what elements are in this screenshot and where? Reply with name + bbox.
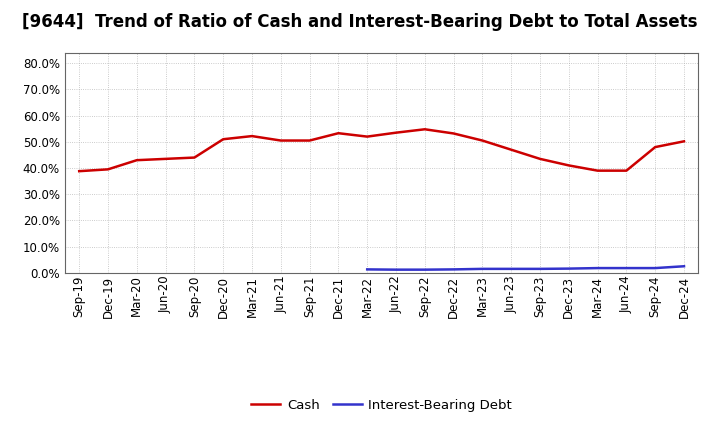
Cash (651, 144, 660, 150)
Interest-Bearing Debt (392, 267, 400, 272)
Cash (104, 167, 112, 172)
Interest-Bearing Debt (507, 266, 516, 271)
Cash (478, 138, 487, 143)
Line: Interest-Bearing Debt: Interest-Bearing Debt (367, 266, 684, 270)
Cash (161, 156, 170, 161)
Text: [9644]  Trend of Ratio of Cash and Interest-Bearing Debt to Total Assets: [9644] Trend of Ratio of Cash and Intere… (22, 13, 698, 31)
Cash (248, 133, 256, 139)
Cash (219, 136, 228, 142)
Interest-Bearing Debt (363, 267, 372, 272)
Cash (305, 138, 314, 143)
Cash (536, 156, 544, 161)
Interest-Bearing Debt (680, 264, 688, 269)
Interest-Bearing Debt (478, 266, 487, 271)
Cash (132, 158, 141, 163)
Cash (507, 147, 516, 152)
Cash (420, 127, 429, 132)
Cash (449, 131, 458, 136)
Interest-Bearing Debt (593, 265, 602, 271)
Cash (680, 139, 688, 144)
Cash (593, 168, 602, 173)
Interest-Bearing Debt (564, 266, 573, 271)
Cash (564, 163, 573, 168)
Cash (75, 169, 84, 174)
Line: Cash: Cash (79, 129, 684, 171)
Interest-Bearing Debt (449, 267, 458, 272)
Cash (334, 131, 343, 136)
Interest-Bearing Debt (420, 267, 429, 272)
Interest-Bearing Debt (536, 266, 544, 271)
Cash (363, 134, 372, 139)
Cash (622, 168, 631, 173)
Interest-Bearing Debt (651, 265, 660, 271)
Cash (392, 130, 400, 136)
Cash (190, 155, 199, 160)
Interest-Bearing Debt (622, 265, 631, 271)
Cash (276, 138, 285, 143)
Legend: Cash, Interest-Bearing Debt: Cash, Interest-Bearing Debt (246, 394, 518, 418)
